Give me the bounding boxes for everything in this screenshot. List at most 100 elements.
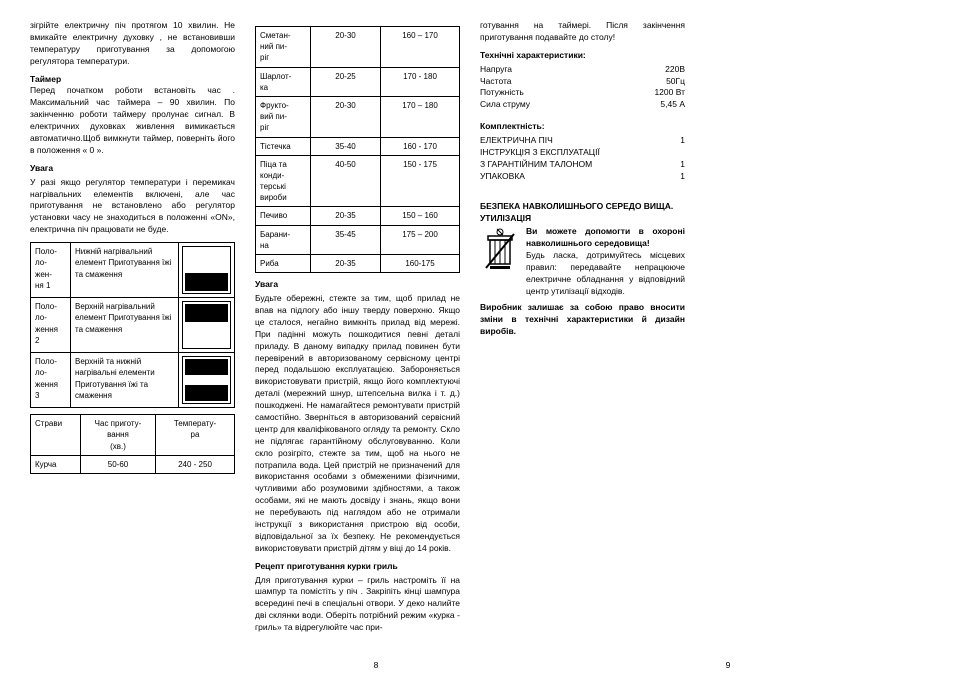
dish-name: Тістечка bbox=[256, 137, 311, 155]
uvaga-heading-1: Увага bbox=[30, 163, 235, 175]
timer-heading: Таймер bbox=[30, 74, 61, 84]
spec-row: Частота 50Гц bbox=[480, 76, 685, 88]
kompl-block: ЕЛЕКТРИЧНА ПІЧ 1 ІНСТРУКЦІЯ З ЕКСПЛУАТАЦІЇ… bbox=[480, 135, 685, 183]
dish-time: 35-40 bbox=[311, 137, 381, 155]
dish-temp: 150 - 175 bbox=[381, 155, 460, 207]
safety-text-block: Ви можете допомогти в охороні навколишнь… bbox=[526, 226, 685, 297]
dish-time: 20-35 bbox=[311, 207, 381, 225]
table-row: Сметан- ний пи- ріг20-30160 – 170 bbox=[256, 27, 460, 68]
table-row: Фрукто- вий пи- ріг20-30170 – 180 bbox=[256, 96, 460, 137]
kompl-row: УПАКОВКА 1 bbox=[480, 171, 685, 183]
dish-name: Печиво bbox=[256, 207, 311, 225]
table-row: Риба20-35160-175 bbox=[256, 255, 460, 273]
pos-name: Поло- ло- жен- ня 1 bbox=[31, 243, 71, 298]
spec-row: Сила струму 5,45 А bbox=[480, 99, 685, 111]
dish-name: Фрукто- вий пи- ріг bbox=[256, 96, 311, 137]
page-container: зігрійте електричну піч протягом 10 хвил… bbox=[0, 20, 954, 640]
dishes-table-header: Страви Час приготу- вання (хв.) Температ… bbox=[30, 414, 235, 474]
dish-time: 35-45 bbox=[311, 225, 381, 254]
kompl-label: ЕЛЕКТРИЧНА ПІЧ bbox=[480, 135, 553, 147]
safety-bold: Ви можете допомогти в охороні навколишнь… bbox=[526, 226, 685, 250]
dish-name: Піца та конди- терські вироби bbox=[256, 155, 311, 207]
kompl-label: УПАКОВКА bbox=[480, 171, 525, 183]
spec-value: 50Гц bbox=[666, 76, 685, 88]
spec-row: Напруга220В bbox=[480, 64, 685, 76]
dish-time: 40-50 bbox=[311, 155, 381, 207]
spec-value: 5,45 А bbox=[660, 99, 685, 111]
spec-value: 220В bbox=[665, 64, 685, 76]
pos-name: Поло- ло- ження 3 bbox=[31, 353, 71, 408]
dish-name: Сметан- ний пи- ріг bbox=[256, 27, 311, 68]
uvaga-text-1: У разі якщо регулятор температури і пере… bbox=[30, 177, 235, 236]
pos-diagram bbox=[179, 353, 235, 408]
table-row: Поло- ло- ження 3 Верхній та нижній нагр… bbox=[31, 353, 235, 408]
specs-block: Напруга220ВЧастота50ГцПотужність1200 ВтС… bbox=[480, 64, 685, 112]
spec-row: Потужність 1200 Вт bbox=[480, 87, 685, 99]
recycle-icon bbox=[480, 226, 520, 276]
cont-text: готування на таймері. Після закінчення п… bbox=[480, 20, 685, 44]
uvaga-heading-2: Увага bbox=[255, 279, 460, 291]
table-row: Тістечка35-40160 - 170 bbox=[256, 137, 460, 155]
recipe-heading: Рецепт приготування курки гриль bbox=[255, 561, 460, 573]
manufacturer-note: Виробник залишає за собою право вносити … bbox=[480, 302, 685, 338]
dish-temp: 160-175 bbox=[381, 255, 460, 273]
spec-label: Потужність bbox=[480, 87, 524, 99]
dish-name: Риба bbox=[256, 255, 311, 273]
dish-temp: 150 – 160 bbox=[381, 207, 460, 225]
spec-label: Частота bbox=[480, 76, 512, 88]
table-row: Поло- ло- жен- ня 1 Нижній нагрівальний … bbox=[31, 243, 235, 298]
page-num-right: 9 bbox=[726, 660, 731, 672]
dish-time: 20-30 bbox=[311, 96, 381, 137]
pos-diagram bbox=[179, 243, 235, 298]
pos-desc: Верхній та нижній нагрівальні елементи П… bbox=[71, 353, 179, 408]
safety-text: Будь ласка, дотримуйтесь місцевих правил… bbox=[526, 250, 685, 298]
kompl-label: З ГАРАНТІЙНИМ ТАЛОНОМ bbox=[480, 159, 592, 171]
pos-diagram bbox=[179, 298, 235, 353]
dish-name: Курча bbox=[31, 455, 81, 473]
uvaga-text-2: Будьте обережні, стежте за тим, щоб прил… bbox=[255, 293, 460, 555]
dish-temp: 170 - 180 bbox=[381, 67, 460, 96]
safety-heading: БЕЗПЕКА НАВКОЛИШНЬОГО СЕРЕДО ВИЩА. УТИЛІ… bbox=[480, 201, 685, 225]
table-row: Поло- ло- ження 2 Верхній нагрівальний е… bbox=[31, 298, 235, 353]
dish-temp: 160 – 170 bbox=[381, 27, 460, 68]
table-row: Шарлот- ка20-25170 - 180 bbox=[256, 67, 460, 96]
table-row: Курча 50-60 240 - 250 bbox=[31, 455, 235, 473]
positions-table: Поло- ло- жен- ня 1 Нижній нагрівальний … bbox=[30, 242, 235, 408]
kompl-heading: Комплектність: bbox=[480, 121, 685, 133]
column-4 bbox=[705, 20, 910, 640]
page-numbers: 8 9 bbox=[0, 660, 954, 672]
column-3: готування на таймері. Після закінчення п… bbox=[480, 20, 685, 640]
dish-time: 50-60 bbox=[81, 455, 156, 473]
col-header: Час приготу- вання (хв.) bbox=[81, 415, 156, 456]
kompl-value: 1 bbox=[680, 171, 685, 183]
recycle-block: Ви можете допомогти в охороні навколишнь… bbox=[480, 226, 685, 297]
kompl-label: ІНСТРУКЦІЯ З ЕКСПЛУАТАЦІЇ bbox=[480, 147, 600, 159]
dish-name: Барани- на bbox=[256, 225, 311, 254]
dish-name: Шарлот- ка bbox=[256, 67, 311, 96]
dish-temp: 170 – 180 bbox=[381, 96, 460, 137]
pos-desc: Нижній нагрівальний елемент Приготування… bbox=[71, 243, 179, 298]
dish-temp: 160 - 170 bbox=[381, 137, 460, 155]
kompl-row: ЕЛЕКТРИЧНА ПІЧ 1 bbox=[480, 135, 685, 147]
kompl-value: 1 bbox=[680, 159, 685, 171]
pos-desc: Верхній нагрівальний елемент Приготуванн… bbox=[71, 298, 179, 353]
table-row: Піца та конди- терські вироби40-50150 - … bbox=[256, 155, 460, 207]
dish-temp: 240 - 250 bbox=[156, 455, 235, 473]
dish-time: 20-25 bbox=[311, 67, 381, 96]
pos-name: Поло- ло- ження 2 bbox=[31, 298, 71, 353]
table-row: Печиво20-35150 – 160 bbox=[256, 207, 460, 225]
column-1: зігрійте електричну піч протягом 10 хвил… bbox=[30, 20, 235, 640]
tech-heading: Технічні характеристики: bbox=[480, 50, 685, 62]
kompl-value: 1 bbox=[680, 135, 685, 147]
col-header: Температу- ра bbox=[156, 415, 235, 456]
column-2: Сметан- ний пи- ріг20-30160 – 170Шарлот-… bbox=[255, 20, 460, 640]
spec-value: 1200 Вт bbox=[654, 87, 685, 99]
page-num-left: 8 bbox=[374, 660, 379, 672]
dish-time: 20-35 bbox=[311, 255, 381, 273]
dishes-table: Сметан- ний пи- ріг20-30160 – 170Шарлот-… bbox=[255, 26, 460, 273]
col-header: Страви bbox=[31, 415, 81, 456]
dish-time: 20-30 bbox=[311, 27, 381, 68]
kompl-row: З ГАРАНТІЙНИМ ТАЛОНОМ 1 bbox=[480, 159, 685, 171]
recipe-text: Для приготування курки – гриль настроміт… bbox=[255, 575, 460, 634]
spec-label: Сила струму bbox=[480, 99, 530, 111]
